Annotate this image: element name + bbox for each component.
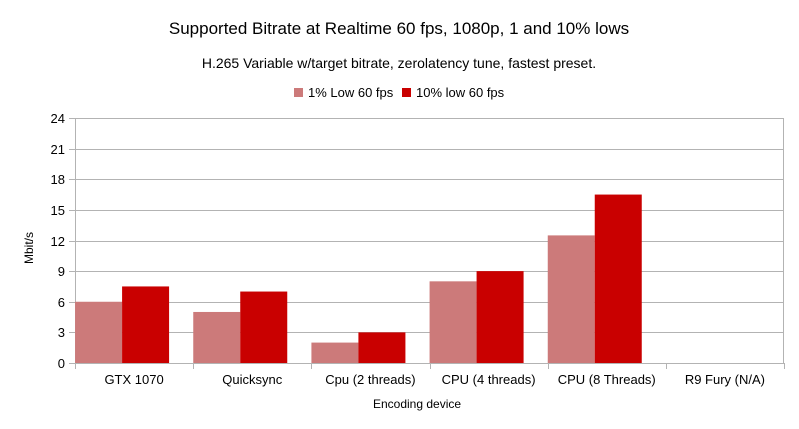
bar-series-1	[429, 281, 477, 363]
bars	[75, 194, 642, 363]
x-axis-title: Encoding device	[373, 397, 461, 411]
bar-series-2	[476, 271, 524, 363]
legend-swatch-series-1	[294, 88, 303, 97]
bar-series-2	[122, 286, 170, 363]
bar-series-1	[75, 301, 123, 363]
y-tick-label: 24	[51, 111, 65, 126]
y-tick-label: 12	[51, 234, 65, 249]
bar-series-1	[193, 311, 241, 363]
bar-series-1	[547, 235, 595, 363]
chart-subtitle: H.265 Variable w/target bitrate, zerolat…	[202, 55, 596, 71]
chart-title: Supported Bitrate at Realtime 60 fps, 10…	[169, 19, 629, 38]
y-tick-label: 3	[58, 325, 65, 340]
y-tick-label: 0	[58, 356, 65, 371]
x-tick-label: R9 Fury (N/A)	[685, 372, 765, 387]
gridlines	[69, 118, 785, 369]
y-tick-label: 9	[58, 264, 65, 279]
x-tick-label: Quicksync	[222, 372, 282, 387]
y-tick-label: 21	[51, 142, 65, 157]
x-tick-label: GTX 1070	[104, 372, 163, 387]
bar-series-2	[594, 194, 642, 363]
y-tick-label: 18	[51, 172, 65, 187]
x-tick-label: CPU (8 Threads)	[558, 372, 656, 387]
x-tick-label: CPU (4 threads)	[442, 372, 536, 387]
y-tick-label: 15	[51, 203, 65, 218]
bar-series-1	[311, 342, 359, 363]
y-tick-label: 6	[58, 295, 65, 310]
x-tick-label: Cpu (2 threads)	[325, 372, 415, 387]
legend-swatch-series-2	[402, 88, 411, 97]
y-tick-labels: 0 3 6 9 12 15 18 21 24	[51, 111, 65, 371]
legend: 1% Low 60 fps 10% low 60 fps	[294, 85, 505, 100]
y-axis-title: Mbit/s	[22, 232, 36, 264]
bar-series-2	[358, 332, 406, 363]
x-tick-labels: GTX 1070 Quicksync Cpu (2 threads) CPU (4 t…	[104, 372, 765, 387]
legend-label-series-2: 10% low 60 fps	[416, 85, 505, 100]
legend-label-series-1: 1% Low 60 fps	[308, 85, 394, 100]
bar-series-2	[240, 291, 288, 363]
